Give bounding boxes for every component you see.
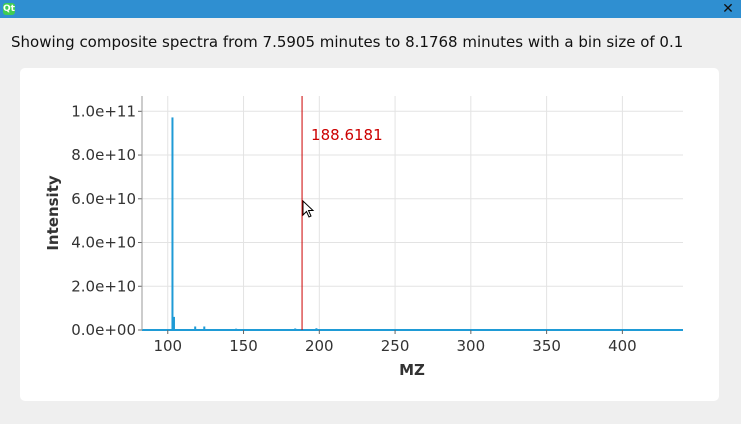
y-axis-label: Intensity bbox=[44, 175, 62, 251]
y-tick-label: 2.0e+10 bbox=[71, 277, 136, 295]
x-tick-label: 400 bbox=[608, 337, 637, 355]
chart-cursor: 188.6181 bbox=[301, 96, 383, 330]
x-axis-label: MZ bbox=[399, 361, 425, 379]
x-tick-label: 350 bbox=[532, 337, 561, 355]
spectrum-peak bbox=[171, 117, 174, 330]
x-tick-label: 100 bbox=[153, 337, 182, 355]
chart-axes: 100 150 200 250 300 350 400 0.0e+00 2.0e+10 4.0e+… bbox=[71, 96, 637, 355]
cursor-value-label: 188.6181 bbox=[311, 126, 383, 144]
y-tick-label: 6.0e+10 bbox=[71, 190, 136, 208]
close-button[interactable]: ✕ bbox=[722, 1, 734, 17]
spectrum-peak bbox=[172, 316, 175, 330]
spectrum-peak bbox=[203, 326, 206, 330]
chart-bars bbox=[142, 117, 683, 331]
x-tick-label: 250 bbox=[381, 337, 410, 355]
x-tick-label: 300 bbox=[457, 337, 486, 355]
y-tick-label: 8.0e+10 bbox=[71, 146, 136, 164]
qt-icon: Qt bbox=[3, 3, 15, 15]
mouse-pointer-icon bbox=[302, 199, 315, 218]
chart-panel: 100 150 200 250 300 350 400 0.0e+00 2.0e+10 4.0e+… bbox=[20, 68, 719, 401]
x-tick-label: 150 bbox=[229, 337, 258, 355]
y-tick-label: 1.0e+11 bbox=[71, 102, 136, 120]
spectrum-chart[interactable]: 100 150 200 250 300 350 400 0.0e+00 2.0e+10 4.0e+… bbox=[20, 68, 719, 401]
x-tick-label: 200 bbox=[305, 337, 334, 355]
window-titlebar: Qt ✕ bbox=[0, 0, 741, 18]
spectra-info-label: Showing composite spectra from 7.5905 mi… bbox=[11, 33, 684, 51]
chart-grid bbox=[142, 96, 683, 331]
y-tick-label: 4.0e+10 bbox=[71, 234, 136, 252]
y-tick-label: 0.0e+00 bbox=[71, 321, 136, 339]
spectrum-peak bbox=[194, 326, 197, 330]
